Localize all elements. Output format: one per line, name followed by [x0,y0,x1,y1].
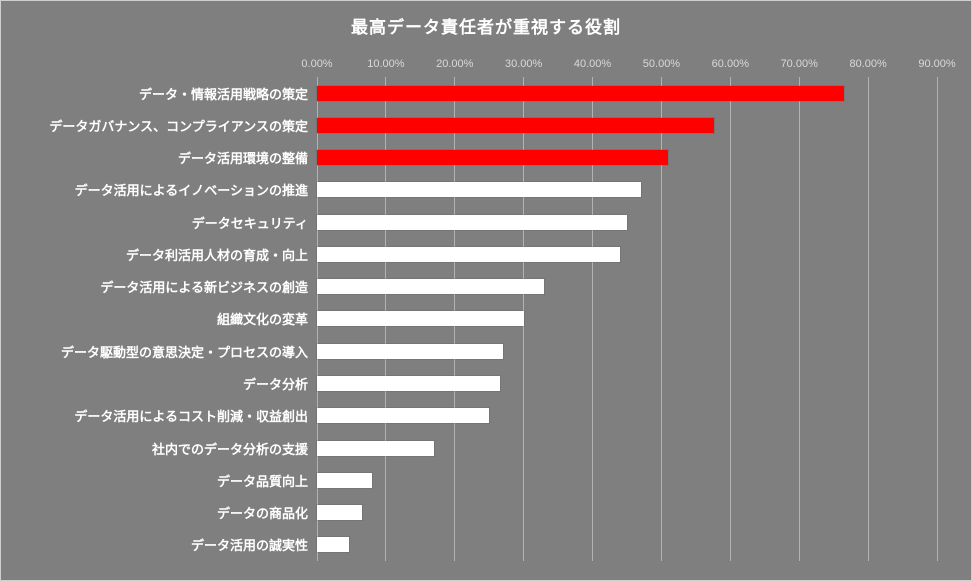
axis-tick-label: 80.00% [849,58,887,70]
bar [317,440,435,456]
bar-track [317,77,937,109]
bar [317,117,714,133]
bar [317,182,641,198]
category-label: データセキュリティ [191,215,308,231]
category-label: データ・情報活用戦略の策定 [138,86,308,102]
bar-track [317,303,937,335]
bar-track [317,464,937,496]
bar-row: データセキュリティ [1,206,937,238]
bar-row: データ品質向上 [1,464,937,496]
category-label: データ活用によるコスト削減・収益創出 [74,409,308,425]
category-label: データ利活用人材の育成・向上 [125,247,308,263]
bar [317,85,844,101]
category-label: データ活用環境の整備 [177,151,308,167]
bar-track [317,400,937,432]
category-label: 組織文化の変革 [216,312,308,328]
bar [317,246,621,262]
bar [317,150,669,166]
bar [317,343,503,359]
bar-track [317,206,937,238]
bar-row: データ駆動型の意思決定・プロセスの導入 [1,335,937,367]
bar-row: データ活用によるコスト削減・収益創出 [1,400,937,432]
category-label: データ分析 [242,377,308,393]
bar-track [317,109,937,141]
gridline [729,77,731,561]
axis-tick-label: 30.00% [505,58,543,70]
category-label: データ活用によるイノベーションの推進 [74,183,308,199]
bar-track [317,271,937,303]
bar-track [317,367,937,399]
gridline [523,77,525,561]
bar [317,408,490,424]
bar-row: 組織文化の変革 [1,303,937,335]
category-label: データ品質向上 [216,473,308,489]
bar-track [317,335,937,367]
x-axis: 0.00% 10.00% 20.00% 30.00% 40.00% 50.00% 60.00… [301,58,955,72]
axis-tick-label: 60.00% [711,58,749,70]
gridline [936,77,938,561]
bar [317,505,362,521]
chart-title: 最高データ責任者が重視する役割 [351,18,621,37]
axis-tick-label: 90.00% [918,58,956,70]
bar-row: データ活用の誠実性 [1,529,937,561]
bar-rows: データ・情報活用戦略の策定データガバナンス、コンプライアンスの策定データ活用環境… [1,77,937,561]
category-label: 社内でのデータ分析の支援 [151,441,308,457]
gridline [660,77,662,561]
axis-tick-label: 40.00% [573,58,612,70]
bar-row: データガバナンス、コンプライアンスの策定 [1,109,937,141]
bar-row: データ活用によるイノベーションの推進 [1,174,937,206]
bar-track [317,432,937,464]
axis-tick-label: 10.00% [367,58,405,70]
category-label: データの商品化 [216,506,308,522]
bar-row: 社内でのデータ分析の支援 [1,432,937,464]
bar-track [317,142,937,174]
bar-row: データ・情報活用戦略の策定 [1,77,937,109]
axis-tick-label: 70.00% [780,58,818,70]
category-label: データガバナンス、コンプライアンスの策定 [49,118,308,134]
bar [317,537,349,553]
axis-tick-label: 20.00% [436,58,474,70]
bar [317,214,627,230]
bar-track [317,174,937,206]
bar-track [317,529,937,561]
category-label: データ活用の誠実性 [190,538,308,554]
bar-track [317,238,937,270]
axis-tick-label: 0.00% [301,58,333,70]
bar [317,311,524,327]
bar-track [317,496,937,528]
axis-tick-label: 50.00% [642,58,681,70]
bar [317,472,373,488]
bar [317,279,545,295]
bar-row: データ分析 [1,367,937,399]
gridline [798,77,800,561]
bar-row: データの商品化 [1,496,937,528]
category-label: データ駆動型の意思決定・プロセスの導入 [60,344,308,360]
bar-row: データ利活用人材の育成・向上 [1,238,937,270]
bar-row: データ活用環境の整備 [1,142,937,174]
bar [317,376,500,392]
gridline [592,77,594,561]
category-label: データ活用による新ビジネスの創造 [100,280,308,296]
gridline [867,77,869,561]
bar-row: データ活用による新ビジネスの創造 [1,271,937,303]
